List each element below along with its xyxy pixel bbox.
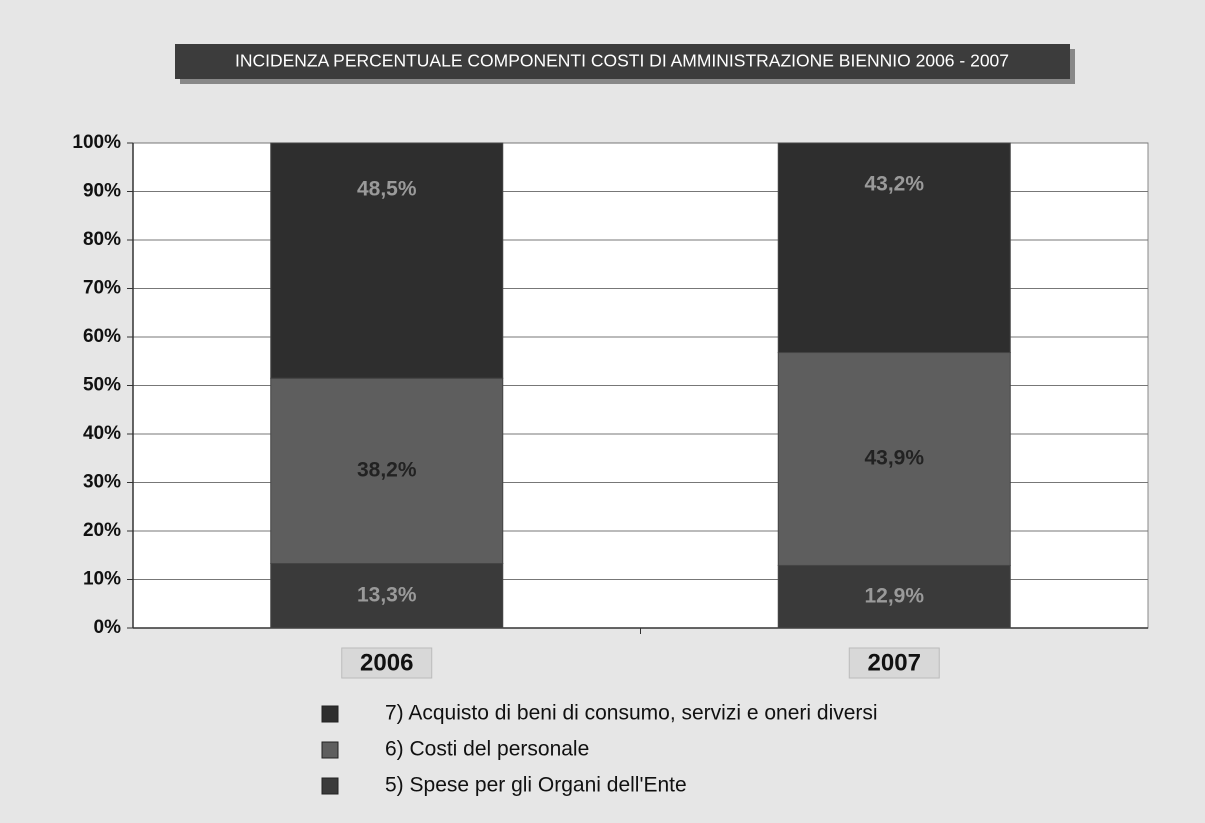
y-tick-label: 10% — [83, 569, 121, 590]
category-box — [341, 647, 433, 679]
legend-swatch — [321, 705, 339, 723]
value-label: 12,9% — [864, 584, 924, 607]
legend-label: 6) Costi del personale — [385, 738, 589, 761]
value-label: 13,3% — [357, 583, 417, 606]
chart-title: INCIDENZA PERCENTUALE COMPONENTI COSTI D… — [235, 51, 1009, 71]
legend-label: 5) Spese per gli Organi dell'Ente — [385, 774, 687, 797]
y-tick-label: 70% — [83, 278, 121, 299]
title-box — [175, 44, 1070, 79]
y-tick-label: 40% — [83, 423, 121, 444]
bar-segment — [270, 562, 504, 629]
y-tick-label: 80% — [83, 229, 121, 250]
y-tick-label: 30% — [83, 472, 121, 493]
bar-segment — [270, 377, 504, 564]
value-label: 48,5% — [357, 178, 417, 201]
y-tick-label: 20% — [83, 520, 121, 541]
y-tick-label: 0% — [94, 617, 122, 638]
bar-segment — [270, 142, 504, 379]
legend-swatch — [321, 741, 339, 759]
category-box — [848, 647, 940, 679]
value-label: 43,2% — [864, 172, 924, 195]
legend-label: 7) Acquisto di beni di consumo, servizi … — [385, 702, 878, 725]
value-label: 43,9% — [864, 447, 924, 470]
y-tick-label: 60% — [83, 326, 121, 347]
bar-segment — [777, 142, 1011, 354]
legend-swatch — [321, 777, 339, 795]
y-tick-label: 50% — [83, 375, 121, 396]
y-tick-label: 100% — [72, 132, 121, 153]
value-label: 38,2% — [357, 458, 417, 481]
x-tick-label: 2007 — [868, 649, 921, 676]
bar-segment — [777, 352, 1011, 566]
x-tick-label: 2006 — [360, 649, 413, 676]
y-tick-label: 90% — [83, 181, 121, 202]
bar-segment — [777, 564, 1011, 629]
